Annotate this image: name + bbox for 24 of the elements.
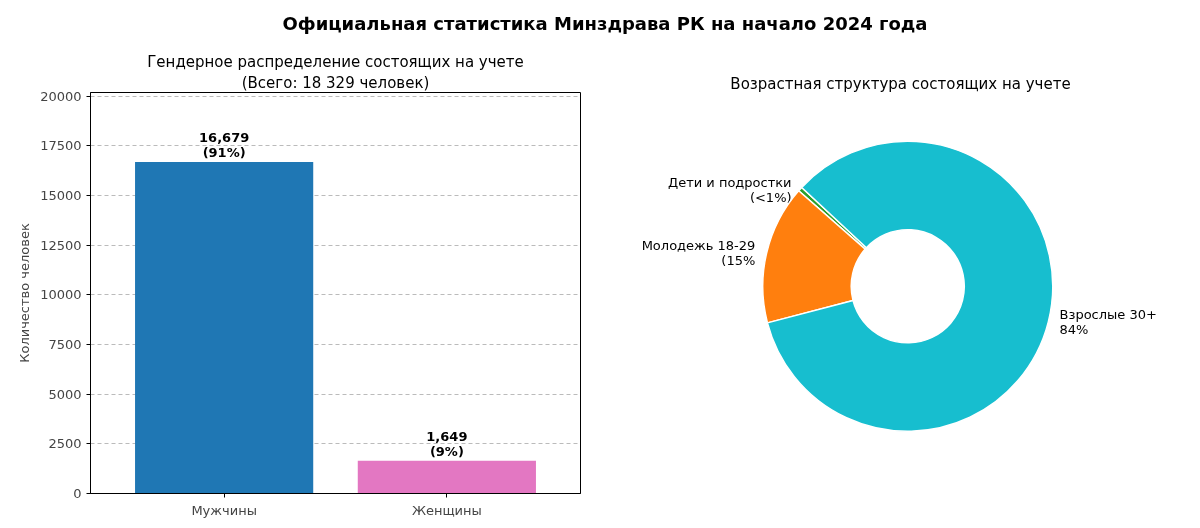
- data-label: 16,679 (91%): [199, 130, 250, 161]
- y-tick-label: 10000: [40, 287, 82, 303]
- y-tick-label: 15000: [40, 187, 82, 203]
- slice-label: Дети и подростки: [668, 174, 792, 190]
- chart-title: Возрастная структура состоящих на учете: [730, 74, 1071, 93]
- chart-title: Гендерное распределение состоящих на учете: [147, 52, 524, 71]
- text: Официальная статистика Минздрава РК на начало 2024 года: [282, 12, 928, 36]
- data-label: 84%: [1059, 321, 1089, 337]
- y-tick-label: 0: [73, 486, 82, 501]
- slice-label: Взрослые 30+: [1059, 306, 1157, 322]
- y-tick-label: 5000: [48, 386, 82, 402]
- x-tick-label: Женщины: [411, 502, 482, 518]
- data-label: (15%: [721, 253, 756, 269]
- x-tick-label: Мужчины: [191, 502, 257, 518]
- y-tick-label: 2500: [48, 436, 82, 452]
- slice-label: Молодежь 18-29: [641, 238, 756, 254]
- y-tick-label: 17500: [40, 138, 82, 154]
- data-label: 1,649 (9%): [426, 428, 468, 459]
- data-label: (<1%): [749, 189, 792, 205]
- chart-subtitle: (Всего: 18 329 человек): [241, 73, 430, 92]
- y-axis-title: Количество человек: [17, 223, 33, 363]
- y-tick-label: 20000: [40, 88, 82, 104]
- y-tick-label: 7500: [48, 336, 82, 352]
- y-tick-label: 12500: [40, 237, 82, 253]
